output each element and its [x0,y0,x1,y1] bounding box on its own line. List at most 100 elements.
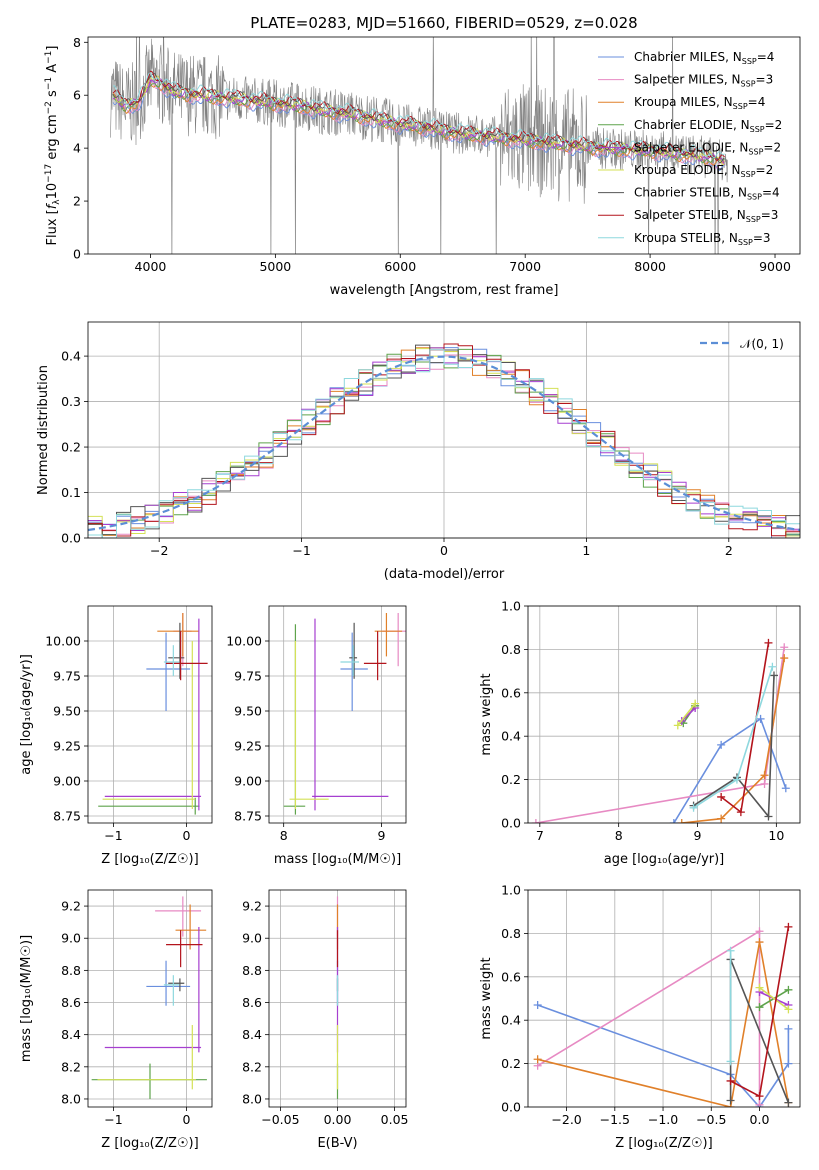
panel-spectrum: 4000 5000 6000 7000 8000 9000 0 2 4 6 8 wavelength … [44,35,801,298]
y-tick-label: 0.1 [61,485,81,500]
y-tick-label: 9.0 [242,931,262,946]
figure-title: PLATE=0283, MJD=51660, FIBERID=0529, z=0… [250,14,637,32]
x-axis-label: age [log₁₀(age/yr)] [604,852,725,867]
axes-frame [527,889,801,1108]
weight-line [537,941,790,1107]
weight-marker [760,771,769,780]
y-axis-label: mass weight [479,957,494,1039]
y-tick-label: 0.8 [501,642,521,657]
y-tick-label: 8 [73,35,81,50]
weight-marker [755,1100,764,1107]
errorbar-point-kroupa-elodie [102,641,196,809]
plot-area [88,343,800,538]
errorbar-point-kroupa-stelib [163,645,180,676]
y-tick-label: 8.2 [61,1059,81,1074]
legend-entry: 𝒩(0, 1) [740,337,784,351]
weight-marker [780,643,789,652]
x-tick-label: −1 [104,828,122,843]
legend-entry-label: Chabrier MILES, N [634,50,742,64]
histogram-salpeter-stelib [88,343,800,537]
y-tick-label: 0.2 [61,440,81,455]
y-tick-label: 8.4 [61,1027,81,1042]
y-tick-label: 9.75 [234,669,262,684]
y-tick-label: 8.4 [242,1027,262,1042]
weight-marker [755,927,764,936]
weight-marker [768,662,777,671]
plot-area [531,638,790,823]
panel-mass-vs-EBV: −0.05 0.00 0.05 8.0 8.2 8.4 8.6 8.8 9.0 9.2 E(B-V) [242,889,409,1151]
x-axis-label: wavelength [Angstrom, rest frame] [330,283,559,298]
y-tick-label: 9.50 [234,704,262,719]
weight-marker [781,784,790,793]
normal-curve [88,355,800,532]
weight-marker [717,740,726,749]
legend-entry-label: Salpeter STELIB, N [634,208,746,222]
y-tick-label: 0.2 [501,1056,521,1071]
legend-entry: Chabrier STELIB, NSSP=4 [634,186,780,202]
weight-marker [533,1001,542,1010]
x-tick-label: −1.5 [600,1112,630,1127]
legend-entry: Chabrier MILES, NSSP=4 [634,50,774,66]
y-tick-label: 9.50 [53,704,81,719]
y-axis-label-part: ] [45,46,60,51]
weight-marker [784,922,793,931]
y-tick-label: 9.75 [53,669,81,684]
legend-entry-sub: SSP [741,80,756,89]
weight-marker [784,985,793,994]
weight-marker [726,1096,735,1105]
legend-entry-label: Chabrier STELIB, N [634,186,747,200]
axes-frame [87,605,213,824]
y-tick-label: 8.75 [53,809,81,824]
x-tick-label: 0 [182,1112,190,1127]
y-tick-label: 8.75 [234,809,262,824]
legend-entry: Salpeter ELODIE, NSSP=2 [634,140,781,156]
weight-marker [784,1059,793,1068]
weight-series-kroupa-elodie [673,699,700,730]
x-tick-label: −0.5 [696,1112,726,1127]
x-tick-label: 7 [536,828,544,843]
y-tick-label: 6 [73,88,81,103]
x-tick-label: 0.00 [324,1112,352,1127]
legend-entry-count: =3 [761,208,779,222]
legend-entry-sub: SSP [750,125,765,134]
errorbar-point-kroupa-elodie [289,641,329,809]
errorbar-point-salpeter-stelib [363,631,387,681]
weight-series-kroupa-stelib [726,946,735,1066]
y-tick-label: 9.2 [61,899,81,914]
legend-entry-count: =2 [763,140,781,154]
y-tick-label: 0.0 [501,816,521,831]
model-spectrum-kroupa-stelib [112,71,725,159]
weight-marker [755,938,764,947]
legend-entry-count: =4 [762,186,780,200]
weight-marker [732,775,741,784]
errorbar-point-kroupa-miles [157,613,199,657]
x-tick-label: −1 [104,1112,122,1127]
legend-entry-label: Chabrier ELODIE, N [634,118,750,132]
weight-marker [756,714,765,723]
plot-area [533,922,793,1107]
errorbar-point-kroupa-stelib [340,645,360,676]
weight-marker [726,1076,735,1085]
axes-frame [87,36,801,255]
y-axis-label-part: −1 [44,51,54,64]
weight-marker [717,792,726,801]
legend-entry-sub: SSP [742,57,757,66]
x-tick-label: 6000 [384,259,416,274]
x-axis-label: (data-model)/error [384,567,505,582]
legend-entry-count: =4 [757,50,775,64]
panel-age-vs-Z: −1 0 8.75 9.00 9.25 9.50 9.75 10.00 Z [log₁₀(Z/Z… [19,605,213,867]
y-tick-label: 0.4 [501,1013,521,1028]
y-tick-label: 9.00 [53,774,81,789]
legend-entry-sub: SSP [741,170,756,179]
weight-line [759,986,789,1011]
weight-marker [736,808,745,817]
legend-entry-sub: SSP [738,238,753,247]
errorbar-point-salpeter-elodie [104,618,202,811]
x-axis-label: Z [log₁₀(Z/Z☉)] [101,1136,198,1151]
panel-residuals: −2 −1 0 1 2 0.0 0.1 0.2 0.3 0.4 (data-model)/error… [36,321,801,582]
errorbar-point-kroupa-miles [374,613,403,657]
weight-marker [755,1003,764,1012]
weight-marker [689,803,698,812]
weight-marker [717,814,726,823]
